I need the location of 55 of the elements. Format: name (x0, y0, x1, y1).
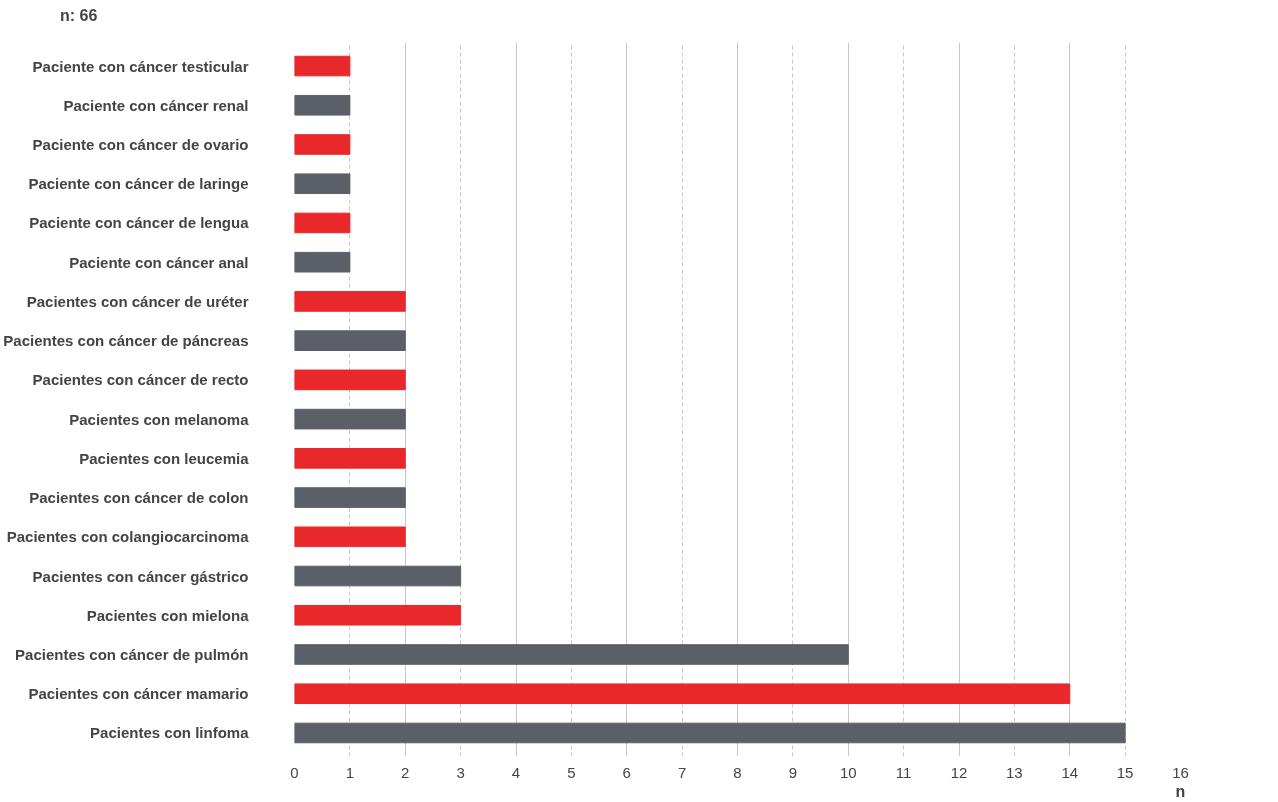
bar (294, 408, 406, 430)
bar (294, 683, 1071, 705)
x-tick-label: 16 (1172, 763, 1189, 781)
y-tick-label: Paciente con cáncer de laringe (28, 175, 249, 193)
y-tick-label: Pacientes con cáncer de pulmón (15, 646, 249, 663)
bar (294, 369, 406, 391)
x-tick-label: 15 (1116, 763, 1134, 781)
x-tick-label: 2 (401, 763, 410, 781)
y-tick-label: Pacientes con leucemia (79, 449, 250, 467)
y-tick-label: Paciente con cáncer de lengua (29, 214, 250, 232)
bar (294, 604, 462, 626)
bar (294, 134, 351, 155)
y-tick-label: Pacientes con linfoma (90, 724, 250, 742)
y-tick-label: Paciente con cáncer de ovario (32, 136, 249, 153)
x-tick-label: 0 (290, 763, 299, 781)
y-tick-label: Paciente con cáncer anal (69, 253, 249, 271)
x-tick-label: 3 (456, 763, 465, 781)
bar (294, 722, 1126, 744)
y-tick-label: Pacientes con cáncer de recto (32, 371, 249, 389)
y-tick-label: Pacientes con colangiocarcinoma (6, 528, 250, 546)
y-tick-label: Paciente con cáncer renal (63, 96, 249, 114)
y-tick-label: Pacientes con cáncer de uréter (26, 292, 249, 310)
bar (294, 291, 406, 312)
y-tick-label: Paciente con cáncer testicular (32, 57, 249, 75)
bar (294, 526, 406, 548)
x-tick-label: 9 (788, 763, 798, 781)
bar (294, 251, 351, 273)
text: n: 66 (60, 6, 98, 26)
bar (294, 487, 406, 508)
x-tick-label: 14 (1061, 763, 1079, 781)
bar (294, 173, 351, 195)
y-tick-label: Pacientes con cáncer de colon (29, 489, 249, 507)
x-tick-label: 5 (567, 763, 576, 781)
y-tick-label: Pacientes con cáncer mamario (28, 685, 249, 703)
x-tick-label: 8 (733, 763, 742, 781)
bar (294, 55, 351, 77)
y-tick-label: Pacientes con cáncer gástrico (32, 567, 249, 585)
bar (294, 94, 351, 116)
x-tick-label: 10 (839, 763, 857, 781)
x-tick-label: 11 (895, 763, 912, 781)
y-tick-label: Pacientes con mielona (86, 606, 250, 624)
bar (294, 212, 351, 234)
bar (294, 565, 462, 587)
x-tick-label: 6 (622, 763, 631, 781)
bar (294, 644, 849, 665)
x-tick-label: 13 (1006, 763, 1023, 781)
x-axis-title: n (1175, 782, 1186, 800)
x-tick-label: 12 (950, 763, 968, 781)
x-tick-label: 7 (677, 763, 687, 781)
bar (294, 330, 406, 351)
y-tick-label: Pacientes con cáncer de páncreas (3, 332, 249, 350)
bar (294, 448, 406, 469)
x-tick-label: 4 (511, 763, 521, 781)
y-tick-label: Pacientes con melanoma (69, 410, 250, 428)
x-tick-label: 1 (345, 763, 355, 781)
